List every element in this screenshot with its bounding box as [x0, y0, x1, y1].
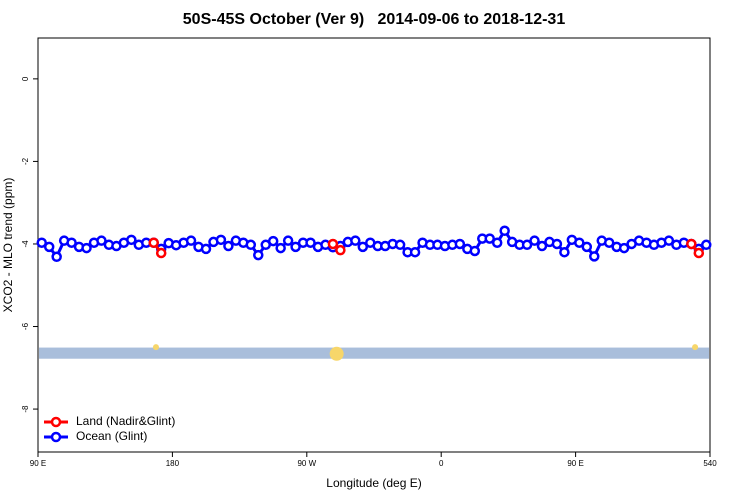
legend-label: Ocean (Glint)	[76, 429, 147, 443]
series-point	[200, 243, 212, 255]
series-point	[559, 246, 570, 258]
series-point	[305, 237, 316, 248]
series-point	[603, 237, 615, 248]
highlight-dot	[329, 346, 344, 361]
series-point	[223, 240, 234, 252]
legend-marker	[50, 416, 62, 428]
series-point	[126, 234, 137, 246]
y-tick-label: -8	[21, 405, 30, 413]
series-point	[663, 235, 675, 246]
series-point	[66, 237, 77, 248]
series-point	[551, 238, 563, 250]
y-axis-label: XCO2 - MLO trend (ppm)	[1, 178, 15, 313]
series-point	[484, 233, 495, 244]
x-tick-label: 90 W	[297, 459, 316, 468]
series-point	[409, 246, 421, 258]
x-tick-label: 540	[703, 459, 717, 468]
series-point	[96, 235, 107, 246]
x-tick-label: 90 E	[567, 459, 583, 468]
chart-title: 50S-45S October (Ver 9) 2014-09-06 to 20…	[183, 11, 566, 28]
series-point	[357, 241, 369, 253]
series-point	[36, 237, 47, 248]
legend-label: Land (Nadir&Glint)	[76, 414, 175, 428]
series-point	[267, 235, 279, 247]
series-point	[155, 247, 167, 259]
series-point	[215, 234, 227, 246]
series-point	[275, 242, 286, 254]
series-point	[469, 245, 481, 257]
series-point	[529, 235, 540, 246]
highlight-dot	[692, 344, 699, 351]
y-tick-label: -6	[21, 322, 30, 330]
series-point	[282, 235, 294, 246]
series-point	[245, 239, 257, 251]
series-point	[574, 237, 585, 248]
x-tick-label: 0	[439, 459, 444, 468]
highlight-dot	[152, 344, 159, 351]
series-point	[394, 239, 406, 251]
y-tick-label: 0	[21, 76, 30, 81]
coverage-band	[39, 347, 709, 359]
legend-marker	[50, 431, 62, 443]
series-point	[148, 237, 159, 248]
series-point	[454, 238, 466, 250]
series-point	[81, 242, 92, 254]
series-point	[290, 241, 301, 253]
series-point	[185, 235, 197, 246]
series-point	[335, 244, 346, 256]
series-point	[491, 237, 503, 248]
series-point	[581, 241, 593, 253]
series-point	[536, 240, 548, 252]
series-point	[43, 241, 55, 253]
x-tick-label: 180	[166, 459, 180, 468]
series-point	[51, 251, 62, 263]
series-point	[693, 247, 705, 259]
series-point	[350, 235, 361, 246]
series-point	[499, 225, 510, 237]
x-tick-label: 90 E	[30, 459, 46, 468]
y-tick-label: -4	[21, 240, 30, 248]
series-point	[521, 239, 533, 251]
series-point	[589, 251, 600, 262]
series-point	[253, 249, 264, 261]
series-point	[327, 238, 339, 250]
y-tick-label: -2	[21, 157, 30, 165]
series-point	[701, 239, 712, 251]
series-point	[686, 238, 697, 250]
x-axis-label: Longitude (deg E)	[326, 476, 421, 490]
series-point	[618, 242, 630, 254]
